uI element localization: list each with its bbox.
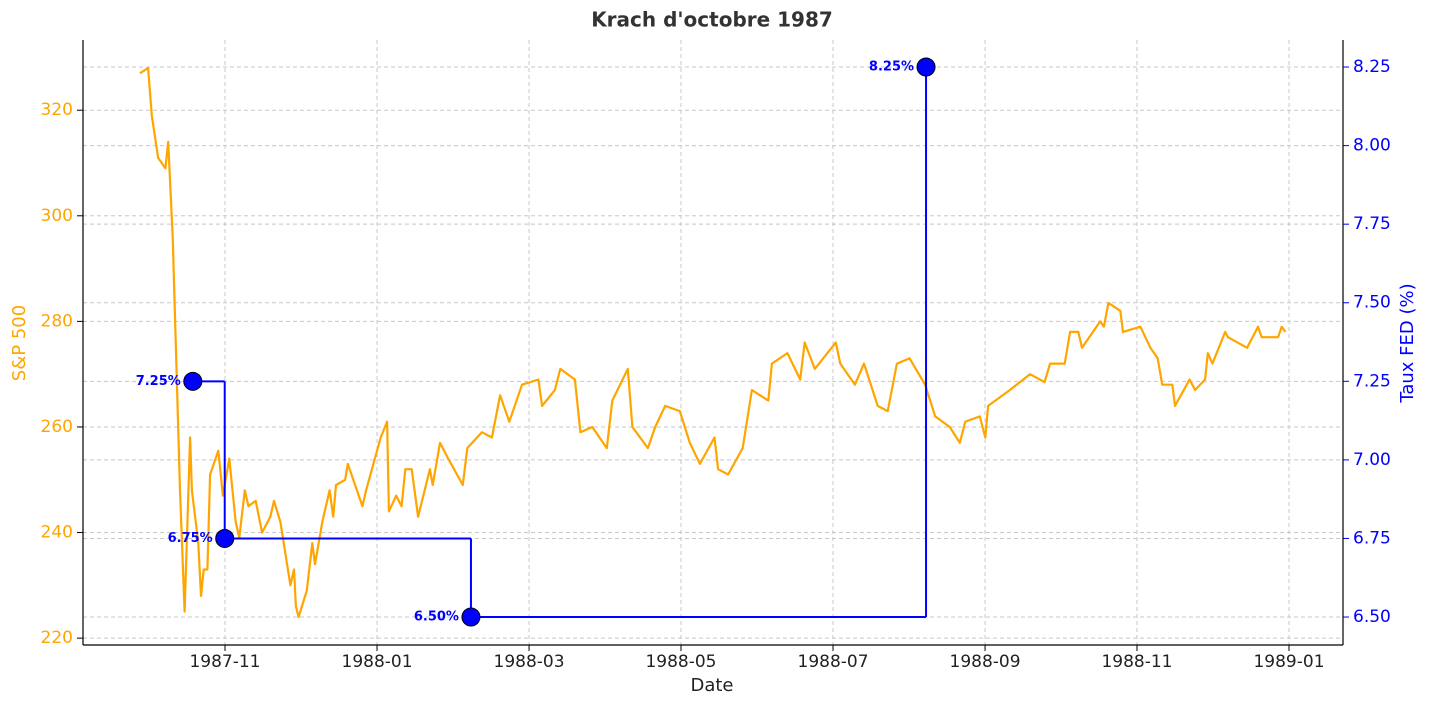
x-tick-label: 1988-01 <box>342 652 413 672</box>
x-tick-label: 1988-11 <box>1101 652 1172 672</box>
x-axis-label: Date <box>690 675 733 696</box>
y-tick-label: 220 <box>41 628 73 648</box>
x-tick-label: 1989-01 <box>1253 652 1324 672</box>
y2-tick-label: 7.00 <box>1353 450 1391 470</box>
y2-tick-label: 6.50 <box>1353 607 1391 627</box>
x-tick-label: 1988-05 <box>645 652 716 672</box>
y-tick-label: 300 <box>41 206 73 226</box>
y2-tick-label: 7.50 <box>1353 293 1391 313</box>
x-tick-label: 1988-07 <box>798 652 869 672</box>
price-line <box>139 66 1287 619</box>
y-axis-label: S&P 500 <box>9 305 30 381</box>
data-label: 8.25% <box>869 60 914 75</box>
y-tick-label: 320 <box>41 100 73 120</box>
y2-tick-label: 7.75 <box>1353 214 1391 234</box>
data-label: 6.75% <box>168 531 213 546</box>
x-tick-label: 1988-03 <box>494 652 565 672</box>
y2-axis-label: Taux FED (%) <box>1397 283 1418 403</box>
rate-marker <box>215 528 235 548</box>
y-tick-label: 240 <box>41 523 73 543</box>
x-tick-label: 1988-09 <box>950 652 1021 672</box>
data-label: 6.50% <box>414 610 459 625</box>
y2-tick-label: 8.25 <box>1353 57 1391 77</box>
rate-marker <box>461 607 481 627</box>
rate-marker <box>183 371 203 391</box>
chart-title: Krach d'octobre 1987 <box>591 8 833 32</box>
y-tick-label: 280 <box>41 311 73 331</box>
x-tick-label: 1987-11 <box>189 652 260 672</box>
y2-tick-label: 7.25 <box>1353 371 1391 391</box>
y-tick-label: 260 <box>41 417 73 437</box>
rate-marker <box>916 57 936 77</box>
y2-tick-label: 8.00 <box>1353 136 1391 156</box>
y2-tick-label: 6.75 <box>1353 528 1391 548</box>
data-label: 7.25% <box>136 374 181 389</box>
